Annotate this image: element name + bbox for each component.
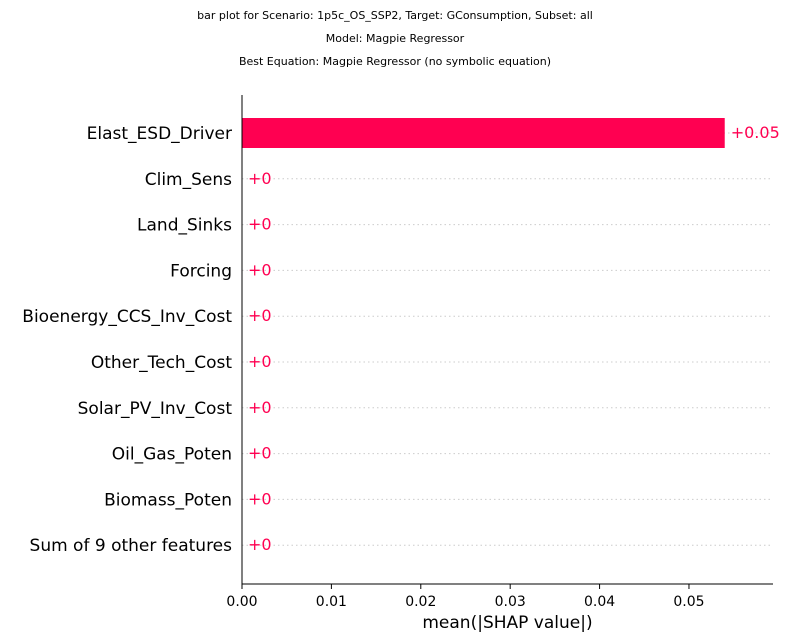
category-label: Land_Sinks — [137, 216, 232, 236]
value-label: +0 — [248, 306, 272, 325]
title-line-3: Best Equation: Magpie Regressor (no symb… — [239, 55, 551, 68]
bar-elast-esd-driver — [242, 118, 725, 148]
title-line-1: bar plot for Scenario: 1p5c_OS_SSP2, Tar… — [197, 9, 593, 22]
x-tick-label: 0.03 — [495, 594, 526, 610]
category-label: Forcing — [170, 261, 232, 281]
value-label: +0 — [248, 169, 272, 188]
x-tick-label: 0.04 — [584, 594, 615, 610]
value-label: +0 — [248, 215, 272, 234]
value-label: +0 — [248, 260, 272, 279]
x-tick-label: 0.01 — [316, 594, 347, 610]
category-label: Other_Tech_Cost — [91, 353, 232, 373]
value-label: +0 — [248, 535, 272, 554]
x-tick-label: 0.02 — [405, 594, 436, 610]
chart-title: bar plot for Scenario: 1p5c_OS_SSP2, Tar… — [197, 9, 593, 68]
x-axis-ticks: 0.00 0.01 0.02 0.03 0.04 0.05 — [226, 584, 705, 610]
category-labels: Elast_ESD_Driver Clim_Sens Land_Sinks Forci… — [22, 124, 232, 556]
title-line-2: Model: Magpie Regressor — [326, 32, 465, 45]
category-label: Biomass_Poten — [104, 490, 232, 510]
x-axis-label: mean(|SHAP value|) — [422, 613, 592, 633]
row-guide-lines — [242, 132, 773, 546]
axes — [241, 95, 773, 585]
category-label: Sum of 9 other features — [30, 536, 233, 556]
value-label: +0.05 — [731, 123, 780, 142]
category-label: Elast_ESD_Driver — [87, 124, 232, 144]
value-label: +0 — [248, 398, 272, 417]
value-labels: +0.05 +0 +0 +0 +0 +0 +0 +0 +0 +0 — [248, 123, 780, 554]
category-label: Clim_Sens — [145, 170, 232, 190]
value-label: +0 — [248, 444, 272, 463]
bars — [242, 118, 725, 148]
category-label: Bioenergy_CCS_Inv_Cost — [22, 307, 232, 327]
x-tick-label: 0.05 — [673, 594, 704, 610]
x-tick-label: 0.00 — [226, 594, 257, 610]
category-label: Solar_PV_Inv_Cost — [78, 399, 233, 419]
value-label: +0 — [248, 489, 272, 508]
category-label: Oil_Gas_Poten — [112, 445, 232, 465]
value-label: +0 — [248, 352, 272, 371]
